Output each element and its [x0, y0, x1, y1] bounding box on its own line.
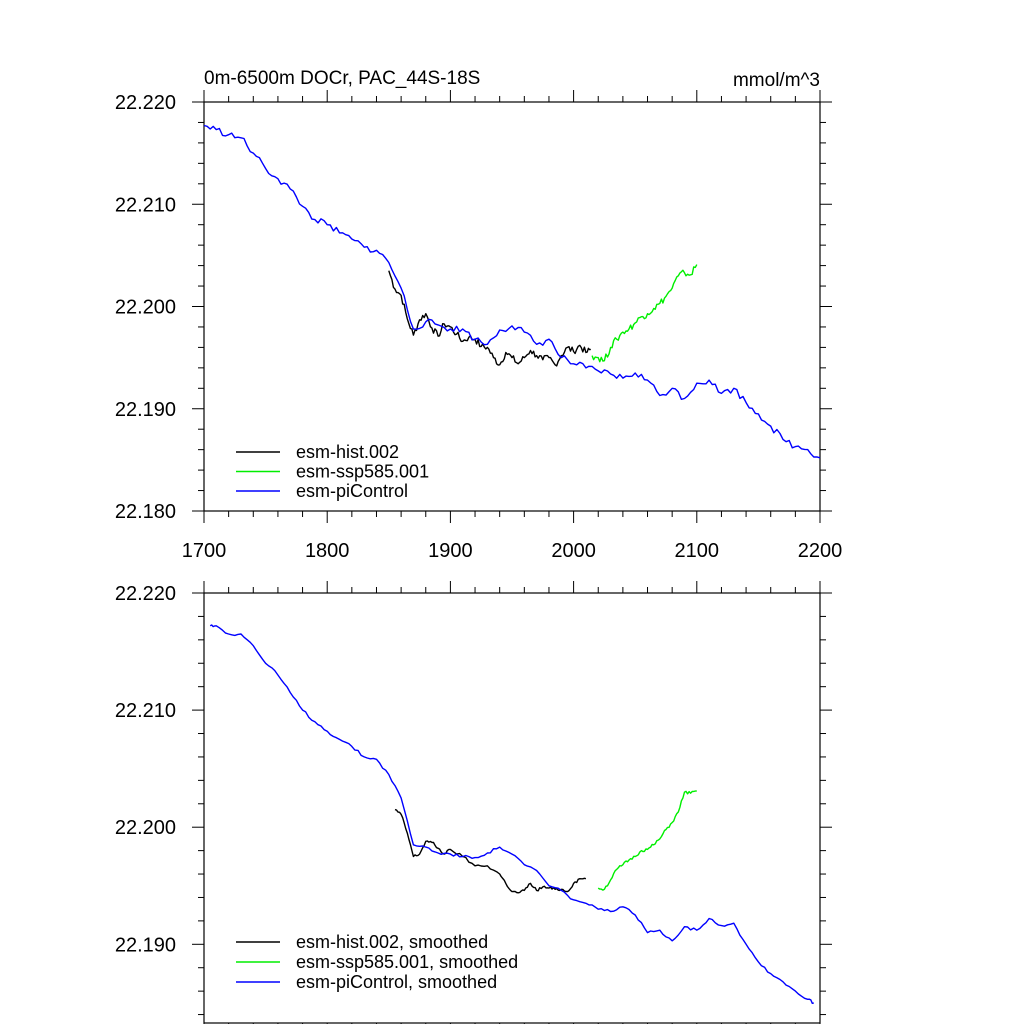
legend-label: esm-hist.002, smoothed	[296, 932, 488, 952]
y-tick-label: 22.200	[115, 817, 176, 839]
x-tick-label: 2200	[798, 540, 843, 562]
x-tick-label: 2000	[551, 540, 596, 562]
y-tick-label: 22.220	[115, 583, 176, 605]
x-tick-label: 1900	[428, 540, 473, 562]
legend-label: esm-ssp585.001	[296, 462, 429, 482]
y-tick-label: 22.180	[115, 501, 176, 523]
x-tick-label: 2100	[675, 540, 720, 562]
y-tick-label: 22.210	[115, 700, 176, 722]
bottom-panel: 22.190 22.200 22.210 22.220 esm-hist.002, s…	[115, 581, 832, 1024]
legend-label: esm-hist.002	[296, 442, 399, 462]
legend-label: esm-piControl, smoothed	[296, 972, 497, 992]
series-line-1	[597, 790, 697, 891]
bottom-series-lines	[209, 624, 814, 1004]
top-axis-ticks: 1700 1800 1900 2000 2100 2200 22.180 22.190 22.2…	[115, 90, 842, 562]
top-series-lines	[203, 124, 821, 459]
y-tick-label: 22.190	[115, 934, 176, 956]
series-line-2	[209, 624, 814, 1004]
top-title-units: mmol/m^3	[733, 70, 820, 91]
series-line-0	[394, 808, 587, 894]
top-title-left: 0m-6500m DOCr, PAC_44S-18S	[204, 68, 480, 89]
y-tick-label: 22.210	[115, 194, 176, 216]
top-panel: 0m-6500m DOCr, PAC_44S-18S mmol/m^3 1700…	[115, 68, 842, 562]
y-tick-label: 22.190	[115, 399, 176, 421]
legend-label: esm-piControl	[296, 481, 408, 501]
bottom-plot-frame	[203, 592, 821, 1024]
x-tick-label: 1700	[182, 540, 227, 562]
bottom-axis-ticks: 22.190 22.200 22.210 22.220	[115, 581, 832, 1024]
legend-label: esm-ssp585.001, smoothed	[296, 952, 518, 972]
series-line-1	[591, 264, 698, 363]
y-tick-label: 22.220	[115, 92, 176, 114]
y-tick-label: 22.200	[115, 297, 176, 319]
x-tick-label: 1800	[305, 540, 350, 562]
series-line-0	[388, 270, 591, 367]
series-line-2	[203, 124, 821, 459]
